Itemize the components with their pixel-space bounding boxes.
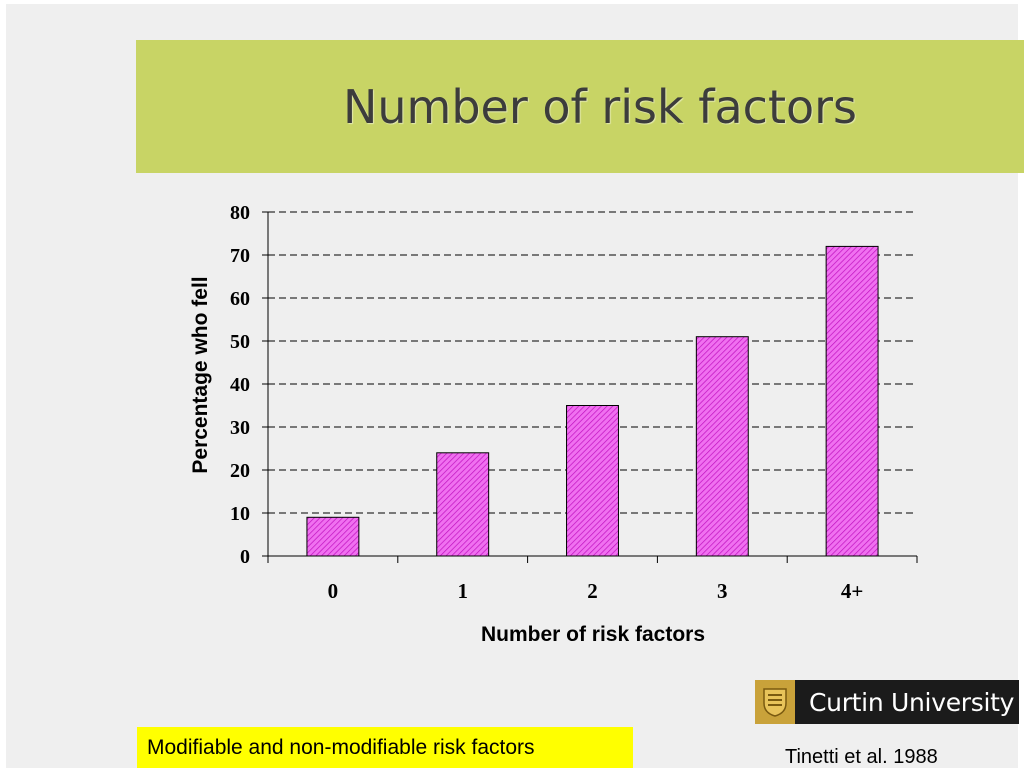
bars bbox=[306, 245, 879, 557]
x-tick-label: 1 bbox=[457, 579, 468, 603]
risk-factor-note: Modifiable and non-modifiable risk facto… bbox=[137, 727, 633, 768]
y-tick-label: 0 bbox=[240, 546, 250, 568]
bar-2 bbox=[566, 405, 619, 557]
curtin-crest-icon bbox=[755, 680, 795, 724]
title-band: Number of risk factors bbox=[136, 40, 1024, 173]
bar-0 bbox=[306, 516, 360, 557]
x-tick-label: 2 bbox=[587, 579, 598, 603]
y-tick-label: 60 bbox=[230, 288, 250, 310]
bar-1 bbox=[436, 452, 490, 557]
axis-labels: Percentage who fell Number of risk facto… bbox=[189, 276, 705, 646]
y-tick-label: 30 bbox=[230, 417, 250, 439]
y-tick-label: 40 bbox=[230, 374, 250, 396]
y-tick-label: 50 bbox=[230, 331, 250, 353]
logo-text: Curtin University bbox=[809, 687, 1015, 717]
bar-4+ bbox=[825, 245, 879, 557]
y-tick-label: 10 bbox=[230, 503, 250, 525]
citation: Tinetti et al. 1988 bbox=[785, 746, 938, 768]
y-tick-label: 80 bbox=[230, 202, 250, 224]
x-tick-label: 0 bbox=[328, 579, 339, 603]
curtin-logo: Curtin University bbox=[755, 680, 1019, 724]
x-tick-label: 4+ bbox=[841, 579, 863, 603]
axes: 0 10 20 30 40 50 60 70 80 0 1 2 3 4+ bbox=[230, 202, 918, 603]
bar-3 bbox=[695, 336, 749, 557]
slide-title: Number of risk factors bbox=[342, 79, 858, 134]
y-tick-label: 20 bbox=[230, 460, 250, 482]
y-axis-label: Percentage who fell bbox=[189, 276, 212, 473]
y-tick-label: 70 bbox=[230, 245, 250, 267]
x-axis-label: Number of risk factors bbox=[481, 623, 705, 646]
x-tick-label: 3 bbox=[717, 579, 728, 603]
